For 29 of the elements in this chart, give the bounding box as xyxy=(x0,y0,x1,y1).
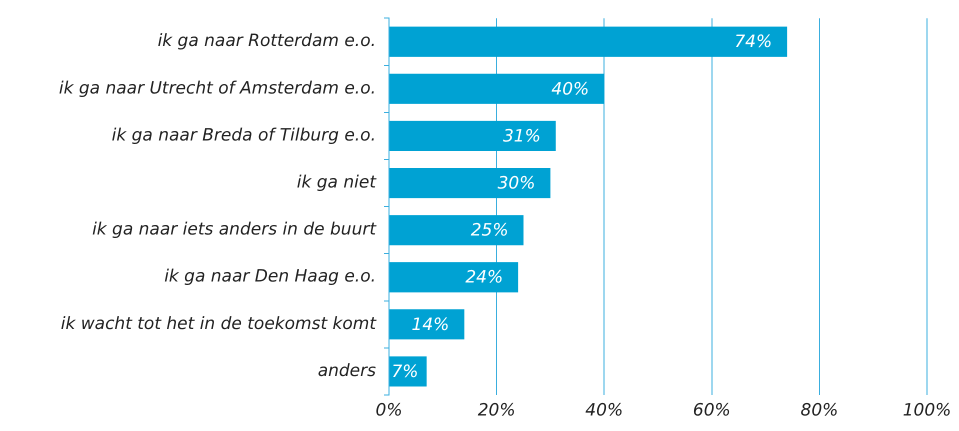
bar xyxy=(390,215,524,246)
data-label: 31% xyxy=(502,126,541,146)
bar xyxy=(390,262,518,292)
bar xyxy=(390,74,604,104)
x-tick-label: 0% xyxy=(376,400,402,421)
y-tick-label: ik wacht tot het in de toekomst komt xyxy=(60,314,378,334)
bar xyxy=(390,26,788,57)
y-tick-label: ik ga niet xyxy=(296,172,378,192)
x-tick-label: 40% xyxy=(585,400,624,421)
x-tick-label: 60% xyxy=(692,400,731,421)
y-tick-label: ik ga naar iets anders in de buurt xyxy=(92,220,378,240)
data-label: 14% xyxy=(412,314,450,335)
data-label: 24% xyxy=(465,268,504,288)
y-tick-label: ik ga naar Breda of Tilburg e.o. xyxy=(112,125,376,146)
y-tick-label: ik ga naar Utrecht of Amsterdam e.o. xyxy=(58,78,376,98)
bar xyxy=(390,120,556,152)
data-label: 30% xyxy=(498,173,536,194)
data-label: 40% xyxy=(551,79,590,100)
data-label: 25% xyxy=(470,220,508,241)
data-label: 7% xyxy=(391,362,418,382)
x-tick-label: 100% xyxy=(902,400,952,421)
y-tick-label: anders xyxy=(318,360,376,381)
bar xyxy=(390,168,550,198)
data-label: 74% xyxy=(734,32,772,52)
x-tick-label: 80% xyxy=(800,400,838,421)
y-tick-label: ik ga naar Rotterdam e.o. xyxy=(158,31,376,52)
x-tick-label: 20% xyxy=(478,400,516,421)
bar xyxy=(390,309,464,340)
y-tick-label: ik ga naar Den Haag e.o. xyxy=(164,266,376,287)
